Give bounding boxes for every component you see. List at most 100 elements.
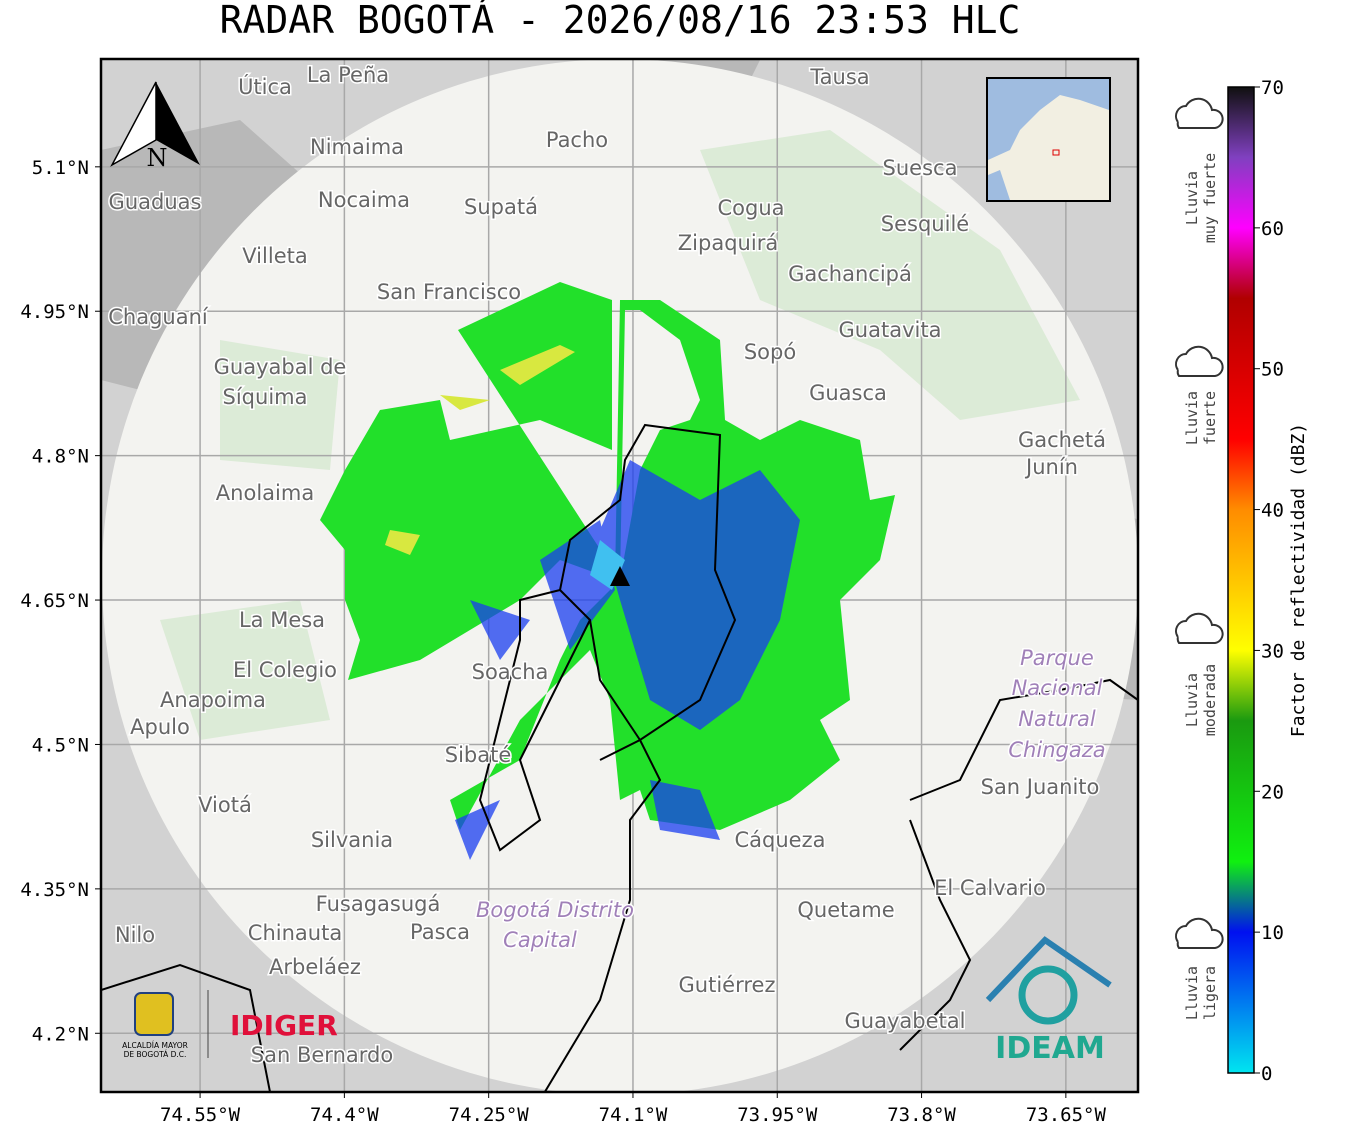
place-label: Capital bbox=[503, 928, 577, 952]
place-label: Nacional bbox=[1012, 676, 1103, 700]
y-tick-label: 4.65°N bbox=[20, 590, 89, 612]
weather-icon bbox=[1175, 612, 1224, 644]
echo-light bbox=[320, 282, 895, 830]
rain-category: Lluvia bbox=[1183, 966, 1201, 1020]
place-label: San Juanito bbox=[981, 775, 1100, 799]
place-label: Junín bbox=[1024, 455, 1078, 479]
y-tick-label: 5.1°N bbox=[32, 157, 89, 179]
place-label: Cogua bbox=[717, 196, 784, 220]
y-tick-label: 4.8°N bbox=[32, 446, 89, 468]
place-label: Gutiérrez bbox=[679, 973, 776, 997]
rain-category: ligera bbox=[1201, 966, 1219, 1020]
place-label: Útica bbox=[238, 74, 292, 99]
place-label: Anapoima bbox=[160, 688, 266, 712]
place-label: Chingaza bbox=[1008, 738, 1105, 762]
rain-category: Lluvia bbox=[1183, 391, 1201, 445]
place-label: Guatavita bbox=[839, 318, 942, 342]
place-label: Quetame bbox=[797, 898, 894, 922]
ideam-logo: IDEAM bbox=[995, 1031, 1105, 1066]
place-label: Apulo bbox=[130, 715, 190, 739]
alcaldia-shield bbox=[134, 992, 174, 1036]
rain-category: Lluvia bbox=[1183, 171, 1201, 225]
title: RADAR BOGOTÁ - 2026/08/16 23:53 HLC bbox=[220, 0, 1021, 42]
place-label: Síquima bbox=[223, 385, 308, 409]
logo-text: DE BOGOTÁ D.C. bbox=[124, 1050, 187, 1059]
place-label: Natural bbox=[1018, 707, 1096, 731]
weather-icon bbox=[1175, 917, 1224, 949]
place-label: El Calvario bbox=[934, 876, 1046, 900]
terrain bbox=[160, 130, 1080, 740]
place-label: Sibaté bbox=[445, 743, 512, 767]
colorbar-tick-label: 0 bbox=[1261, 1063, 1272, 1085]
place-label: Nilo bbox=[115, 923, 155, 947]
place-label: Villeta bbox=[242, 244, 307, 268]
rain-category: muy fuerte bbox=[1201, 153, 1219, 243]
x-tick-label: 74.4°W bbox=[310, 1104, 379, 1126]
idiger-logo: IDIGER bbox=[230, 1009, 338, 1042]
ideam-swirl bbox=[1018, 965, 1078, 1025]
place-label: San Bernardo bbox=[251, 1043, 393, 1067]
rain-category: fuerte bbox=[1201, 391, 1219, 445]
place-label: Sesquilé bbox=[881, 212, 969, 236]
place-label: San Francisco bbox=[377, 280, 521, 304]
place-label: Nocaima bbox=[318, 188, 410, 212]
place-label: Viotá bbox=[198, 793, 252, 817]
inset-marker bbox=[1052, 149, 1060, 156]
place-label: Silvania bbox=[311, 828, 393, 852]
x-tick-label: 73.65°W bbox=[1026, 1104, 1107, 1126]
rain-category: moderada bbox=[1201, 664, 1219, 736]
place-label: La Peña bbox=[307, 63, 389, 87]
ideam-roof bbox=[985, 936, 1112, 1003]
inset-sea bbox=[988, 79, 1109, 200]
place-label: El Colegio bbox=[233, 658, 337, 682]
place-label: Pacho bbox=[546, 128, 608, 152]
rain-category: Lluvia bbox=[1183, 673, 1201, 727]
colorbar-tick-label: 70 bbox=[1261, 77, 1284, 99]
north-arrow bbox=[156, 82, 200, 165]
place-label: Chaguaní bbox=[108, 305, 209, 329]
y-tick-label: 4.35°N bbox=[20, 879, 89, 901]
place-label: Guayabal de bbox=[214, 355, 347, 379]
place-label: Fusagasugá bbox=[316, 892, 441, 916]
place-label: Nimaima bbox=[310, 135, 404, 159]
colorbar-tick-label: 60 bbox=[1261, 218, 1284, 240]
map: La Peña Útica Tausa Pacho Nimaima Suesca Nocai… bbox=[101, 59, 1138, 1092]
colorbar-tick-label: 40 bbox=[1261, 500, 1284, 522]
colorbar bbox=[1227, 86, 1255, 1074]
place-label: Gachetá bbox=[1018, 428, 1106, 452]
echo-strong bbox=[385, 345, 575, 555]
x-tick-label: 73.95°W bbox=[737, 1104, 818, 1126]
x-tick-label: 74.55°W bbox=[160, 1104, 241, 1126]
echo-moderate bbox=[455, 460, 800, 860]
place-label: Cáqueza bbox=[735, 828, 826, 852]
place-label: Tausa bbox=[809, 65, 869, 89]
place-label: Arbeláez bbox=[269, 955, 361, 979]
logo-text: ALCALDÍA MAYOR bbox=[122, 1041, 188, 1050]
place-label: Suesca bbox=[883, 156, 958, 180]
colorbar-tick-label: 50 bbox=[1261, 359, 1284, 381]
map-frame bbox=[99, 57, 1140, 1094]
colorbar-tick-label: 30 bbox=[1261, 640, 1284, 662]
place-label: Guayabetal bbox=[845, 1009, 966, 1033]
colorbar-tick-label: 20 bbox=[1261, 781, 1284, 803]
weather-icon bbox=[1175, 97, 1224, 129]
place-label: Bogotá Distrito bbox=[476, 898, 634, 922]
place-label: Supatá bbox=[464, 195, 538, 219]
place-label: Parque bbox=[1020, 646, 1094, 670]
y-tick-label: 4.5°N bbox=[32, 734, 89, 756]
radar-site bbox=[610, 566, 630, 586]
place-label: Gachancipá bbox=[788, 262, 912, 286]
place-label: Sopó bbox=[744, 340, 796, 364]
place-label: Guaduas bbox=[109, 190, 202, 214]
place-label: Zipaquirá bbox=[678, 231, 778, 255]
grid bbox=[101, 59, 1138, 1092]
boundary bbox=[478, 423, 737, 1092]
place-label: Soacha bbox=[472, 660, 549, 684]
x-tick-label: 73.8°W bbox=[887, 1104, 956, 1126]
weather-icon bbox=[1175, 345, 1224, 377]
colorbar-tick-label: 10 bbox=[1261, 922, 1284, 944]
ticks: 74.55°W 74.4°W 74.25°W 74.1°W 73.95°W 73.8°W 7… bbox=[20, 157, 1106, 1126]
y-tick-label: 4.95°N bbox=[20, 301, 89, 323]
